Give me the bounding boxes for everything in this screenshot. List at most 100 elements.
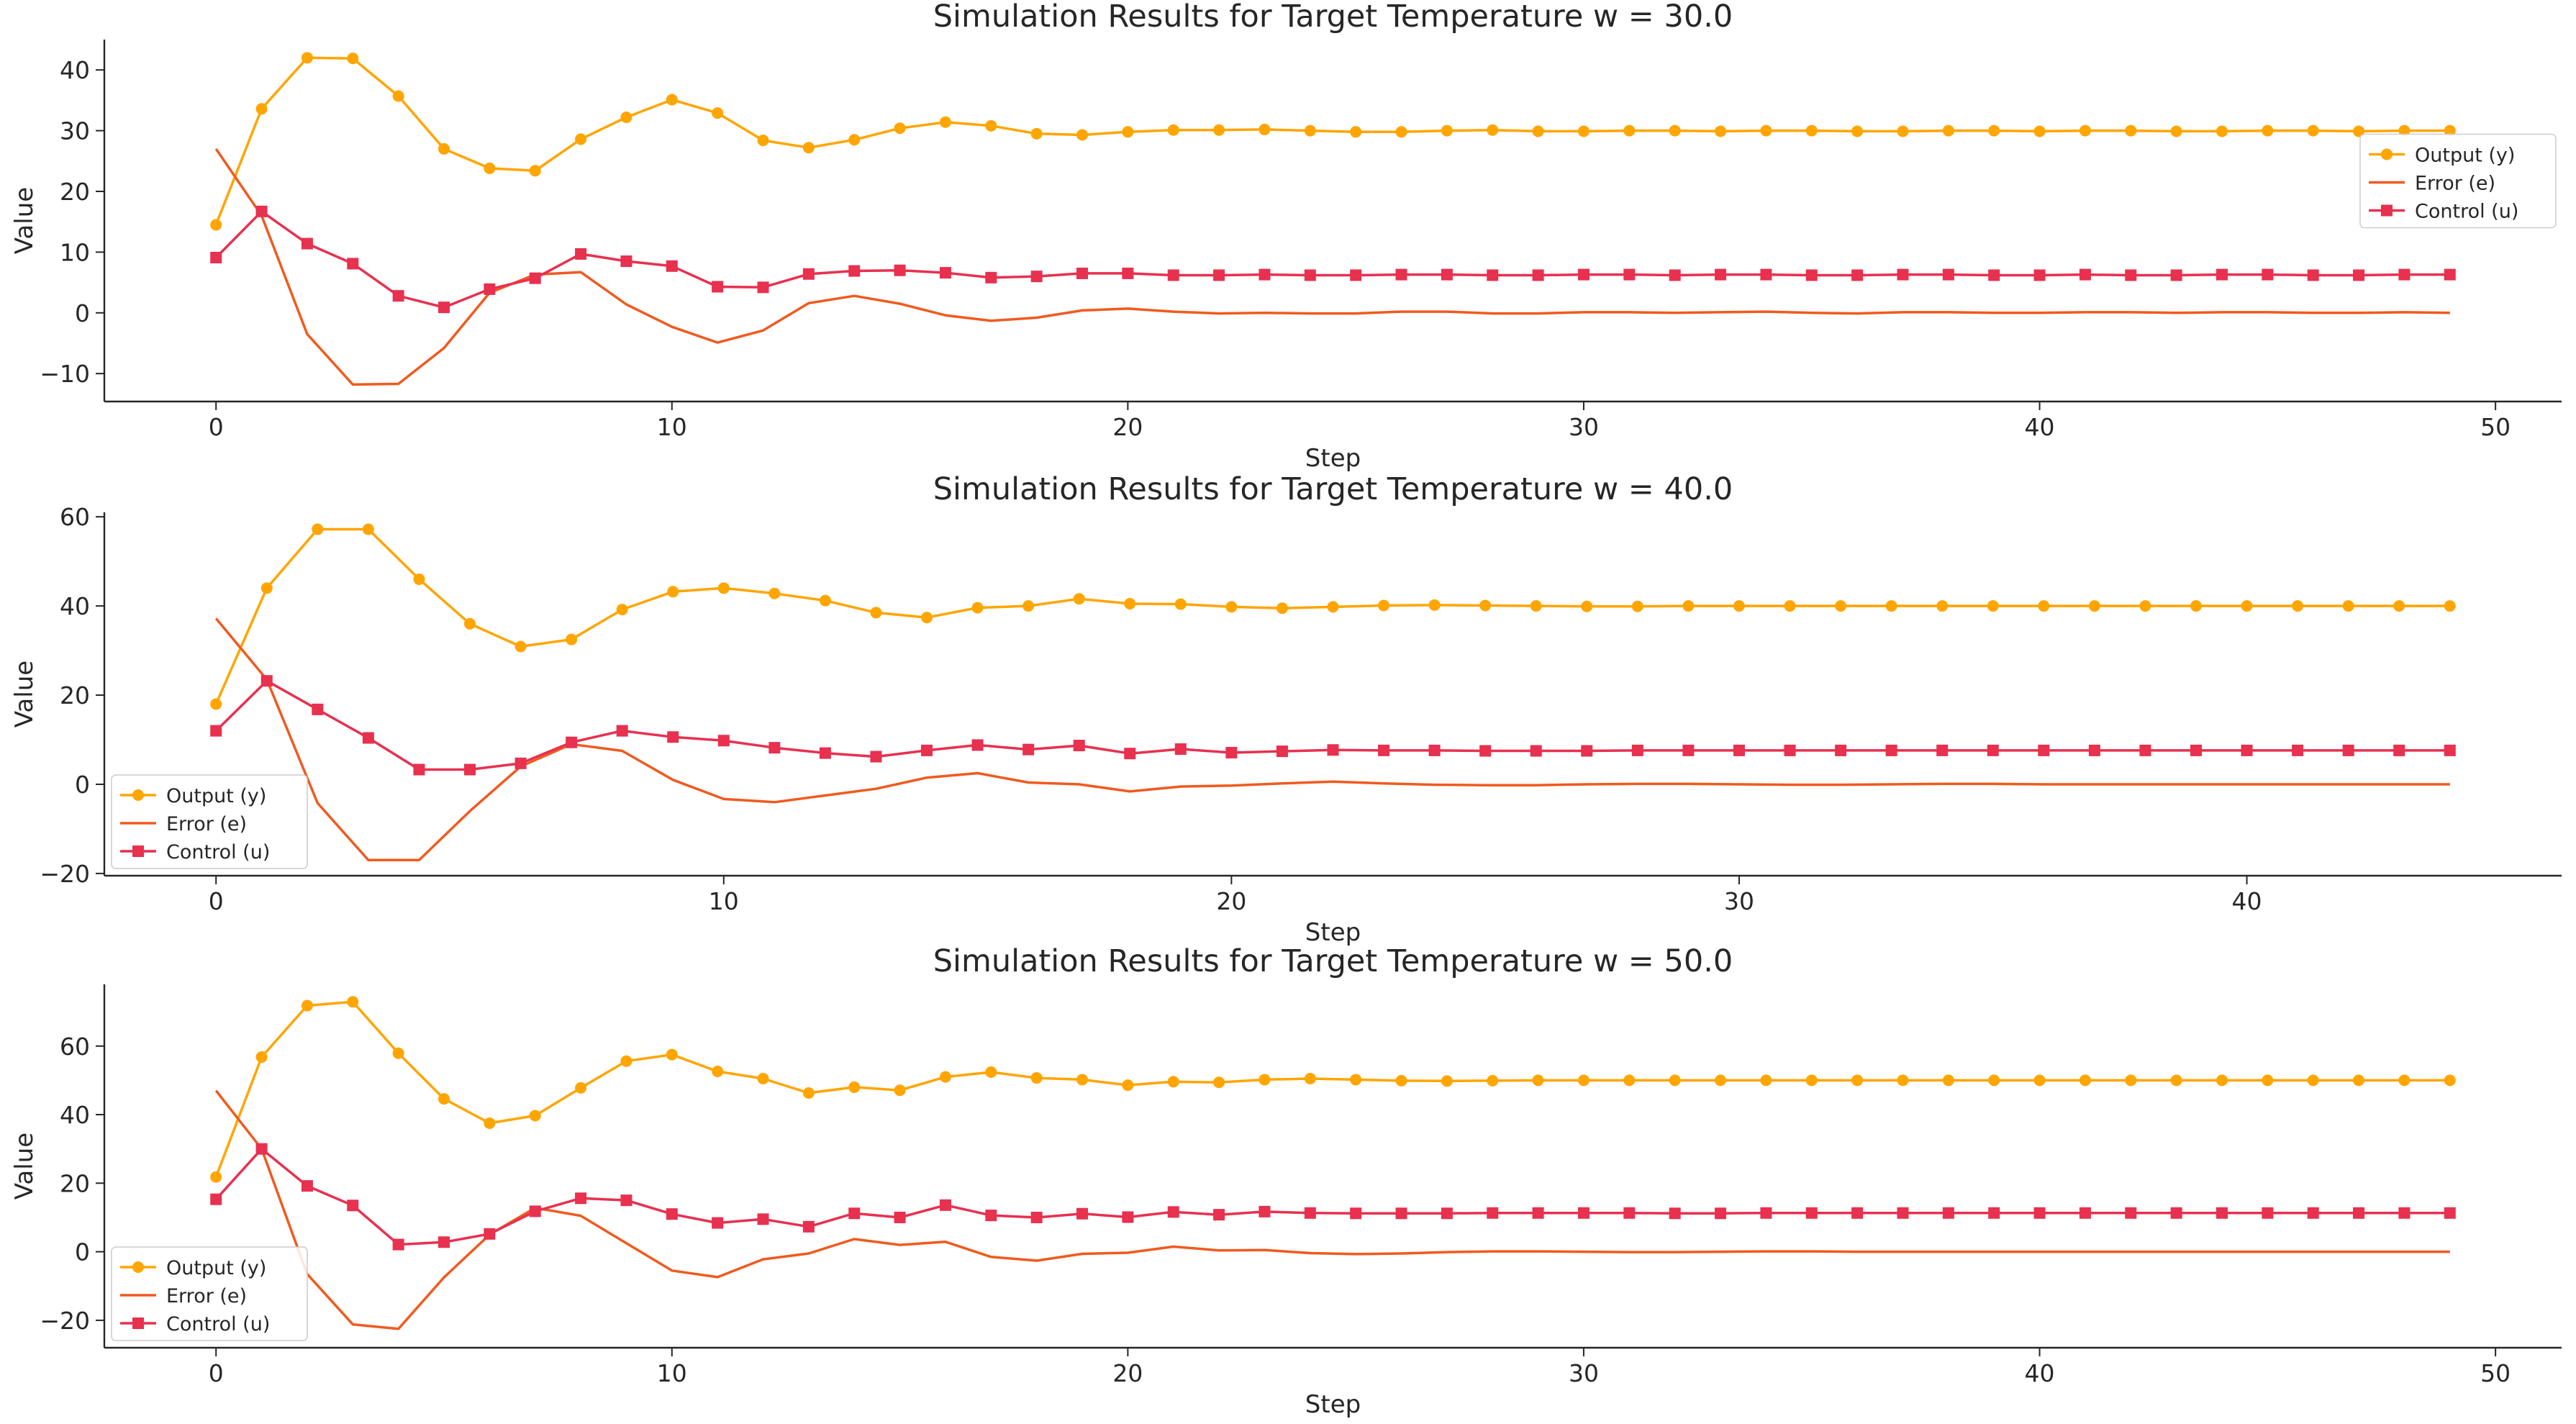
data-point (848, 1081, 861, 1093)
data-point (666, 260, 678, 272)
data-point (1577, 1207, 1589, 1219)
data-point (1428, 599, 1441, 611)
data-point (1530, 745, 1542, 757)
data-point (1258, 1074, 1271, 1086)
data-point (1760, 268, 1772, 281)
data-point (1805, 1207, 1818, 1219)
data-point (575, 248, 587, 260)
data-point (1395, 1074, 1407, 1087)
data-point (1213, 124, 1225, 136)
data-point (2125, 1207, 2137, 1219)
data-point (1304, 1073, 1316, 1085)
data-point (1942, 1207, 1954, 1219)
data-point (1124, 748, 1136, 760)
data-point (2241, 600, 2253, 612)
data-point (1631, 744, 1643, 756)
data-point (1669, 1207, 1681, 1220)
data-point (819, 594, 831, 607)
x-tick-label: 20 (1112, 413, 1143, 441)
data-point (939, 1071, 951, 1083)
x-tick-label: 50 (2480, 413, 2511, 441)
data-point (1213, 1076, 1225, 1089)
data-point (2444, 1074, 2456, 1087)
data-point (2353, 269, 2365, 281)
data-point (1988, 124, 2000, 137)
chart-title: Simulation Results for Target Temperatur… (933, 471, 1733, 507)
data-point (1851, 269, 1864, 281)
data-point (1225, 601, 1238, 613)
x-tick-label: 10 (657, 413, 687, 441)
y-tick-label: 30 (60, 117, 90, 145)
data-point (301, 1180, 313, 1192)
x-tick-label: 40 (2025, 1359, 2055, 1387)
data-point (757, 281, 769, 294)
data-point (921, 612, 933, 624)
data-point (260, 675, 273, 687)
data-point (312, 523, 324, 535)
legend: Output (y) Error (e) Control (u) (111, 1246, 308, 1341)
data-point (1988, 1074, 2000, 1087)
data-point (566, 633, 578, 645)
data-point (2241, 744, 2253, 756)
data-point (1258, 268, 1271, 281)
data-point (2353, 1207, 2365, 1219)
data-point (802, 1087, 815, 1099)
legend-marker (2381, 204, 2393, 217)
data-point (1479, 745, 1492, 757)
data-point (1441, 124, 1453, 137)
data-point (620, 112, 632, 124)
data-point (1623, 1074, 1636, 1087)
data-point (1988, 1207, 2000, 1219)
data-point (1897, 125, 1909, 137)
data-point (1885, 600, 1897, 612)
data-point (768, 742, 781, 754)
y-tick-label: 0 (75, 299, 90, 327)
data-point (848, 1207, 861, 1220)
data-point (1076, 267, 1089, 279)
data-point (2398, 1207, 2411, 1219)
data-point (1623, 124, 1636, 137)
data-point (2033, 1074, 2046, 1087)
x-tick-label: 0 (209, 413, 224, 441)
data-point (1987, 600, 1999, 612)
data-point (1350, 126, 1362, 138)
data-point (529, 165, 541, 177)
data-point (2190, 744, 2202, 756)
data-point (1581, 745, 1593, 757)
legend-marker (132, 1261, 144, 1273)
data-point (1487, 1074, 1499, 1087)
legend-label: Error (e) (2415, 173, 2495, 195)
data-point (484, 1117, 496, 1129)
y-axis-label: Value (10, 661, 39, 727)
data-point (210, 251, 222, 263)
data-point (362, 732, 374, 744)
data-point (1022, 600, 1035, 612)
y-tick-label: 60 (60, 1033, 90, 1061)
data-point (575, 133, 587, 145)
data-point (1715, 268, 1727, 281)
data-point (1167, 1076, 1179, 1088)
data-point (529, 1205, 541, 1217)
y-tick-label: 20 (60, 178, 90, 206)
y-tick-label: 40 (60, 1101, 90, 1129)
data-point (1395, 1207, 1407, 1220)
data-point (620, 1194, 632, 1207)
data-point (2307, 1074, 2319, 1087)
chart-title: Simulation Results for Target Temperatur… (933, 943, 1733, 979)
data-point (985, 1066, 997, 1078)
data-point (985, 1210, 997, 1222)
data-point (2079, 124, 2091, 137)
data-point (1213, 269, 1225, 281)
data-point (894, 264, 906, 276)
data-point (347, 258, 359, 270)
data-point (620, 1055, 632, 1067)
data-point (2033, 1207, 2046, 1219)
data-point (712, 281, 724, 293)
series-line (214, 527, 2450, 705)
series-output-y (210, 996, 2456, 1183)
data-point (301, 237, 313, 250)
y-axis-label: Value (10, 187, 39, 254)
data-point (255, 1051, 268, 1063)
data-point (1942, 124, 1954, 137)
data-point (870, 750, 882, 763)
